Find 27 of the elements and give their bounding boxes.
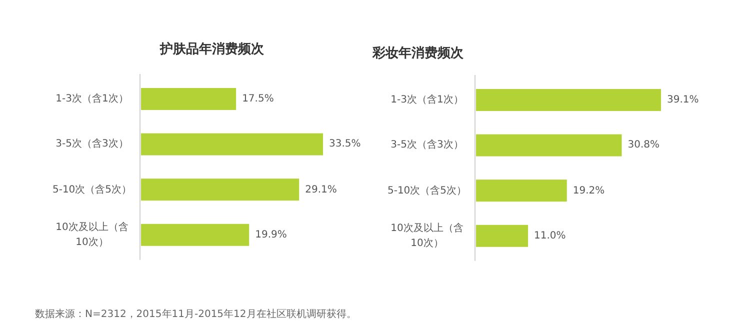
y-tick-label: 1-3次（含1次） <box>54 92 130 106</box>
bar <box>141 133 323 156</box>
y-tick-label: 10次及以上（含10次） <box>390 222 464 251</box>
y-tick-label: 5-10次（含5次） <box>52 183 132 198</box>
data-label: 11.0% <box>534 230 566 242</box>
chart-title: 护肤品年消费频次 <box>160 40 264 58</box>
y-tick-label: 5-10次（含5次） <box>387 184 467 198</box>
bar <box>476 89 661 111</box>
data-label: 19.9% <box>255 229 287 240</box>
bar <box>141 224 250 246</box>
y-tick-label: 3-5次（含3次） <box>54 137 130 152</box>
source-note: 数据来源：N=2312，2015年11月-2015年12月在社区联机调研获得。 <box>35 308 356 321</box>
y-tick-label: 1-3次（含1次） <box>390 93 464 108</box>
data-label: 30.8% <box>628 140 660 151</box>
y-tick-label: 10次及以上（含10次） <box>54 220 130 250</box>
data-label: 17.5% <box>242 94 274 104</box>
chart-title: 彩妆年消费频次 <box>372 45 464 62</box>
data-label: 29.1% <box>305 184 337 196</box>
data-label: 39.1% <box>667 94 699 106</box>
bar <box>476 134 622 156</box>
bar <box>476 180 567 202</box>
bar <box>141 88 236 110</box>
bar <box>141 178 300 201</box>
bar <box>476 224 528 247</box>
y-tick-label: 3-5次（含3次） <box>390 138 464 153</box>
data-label: 33.5% <box>329 138 361 150</box>
data-label: 19.2% <box>572 185 605 196</box>
